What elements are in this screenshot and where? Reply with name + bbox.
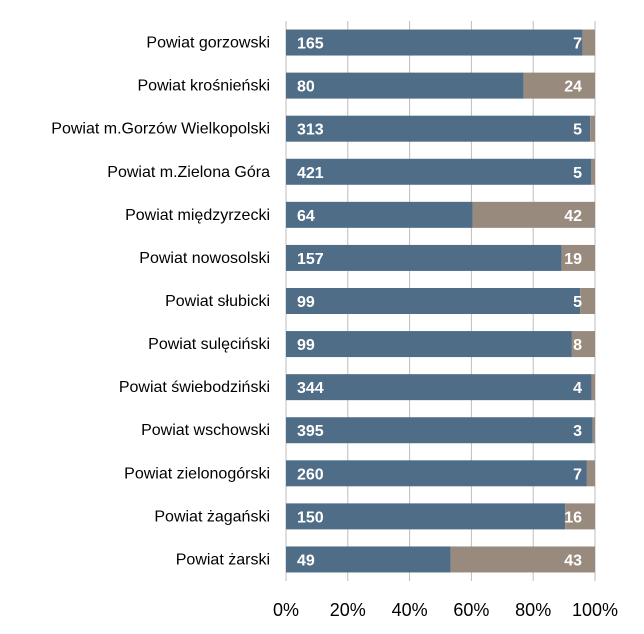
x-tick-label: 40% (392, 600, 428, 620)
category-label: Powiat sulęciński (148, 336, 270, 353)
category-label: Powiat m.Zielona Góra (107, 164, 270, 181)
bar-segment-series-1 (286, 29, 583, 56)
data-label: 42 (564, 208, 582, 225)
category-label: Powiat wschowski (141, 422, 270, 439)
bar-segment-series-2 (591, 374, 595, 401)
bar-segment-series-2 (591, 158, 595, 185)
data-label: 395 (297, 423, 324, 440)
bar-segment-series-2 (592, 417, 595, 444)
data-label: 150 (297, 509, 324, 526)
x-tick-label: 80% (515, 600, 551, 620)
x-tick-label: 60% (453, 600, 489, 620)
category-label: Powiat międzyrzecki (125, 207, 270, 224)
data-label: 157 (297, 251, 324, 268)
category-label: Powiat m.Gorzów Wielkopolski (51, 121, 270, 138)
bar-segment-series-1 (286, 546, 451, 573)
bar-segment-series-1 (286, 503, 566, 530)
data-label: 64 (297, 208, 315, 225)
category-label: Powiat krośnieński (138, 78, 271, 95)
x-axis-ticks: 0% 20% 40% 60% 80% 100% (273, 600, 618, 620)
bar-segment-series-1 (286, 331, 572, 358)
data-label: 5 (573, 165, 582, 182)
bar-segment-series-2 (590, 115, 595, 142)
bar-segment-series-1 (286, 374, 592, 401)
bar-segment-series-1 (286, 201, 473, 228)
data-label: 260 (297, 466, 324, 483)
data-label: 3 (573, 423, 582, 440)
category-label: Powiat nowosolski (139, 250, 270, 267)
category-label: Powiat gorzowski (146, 35, 270, 52)
data-label: 7 (573, 36, 582, 53)
data-label: 80 (297, 79, 315, 96)
data-label: 24 (564, 79, 582, 96)
bar-segment-series-1 (286, 244, 562, 271)
data-label: 4 (573, 380, 582, 397)
data-label: 16 (564, 509, 582, 526)
data-label: 165 (297, 36, 324, 53)
bar-segment-series-2 (565, 503, 595, 530)
bar-segment-series-1 (286, 115, 591, 142)
bar-segment-series-2 (571, 331, 595, 358)
data-label: 99 (297, 294, 315, 311)
data-label: 5 (573, 294, 582, 311)
data-label: 49 (297, 552, 315, 569)
category-labels: Powiat gorzowski Powiat krośnieński Powiat… (51, 35, 270, 569)
category-label: Powiat świebodziński (119, 379, 270, 396)
data-label: 19 (564, 251, 582, 268)
category-label: Powiat słubicki (165, 293, 270, 310)
data-label: 43 (564, 552, 582, 569)
data-label: 421 (297, 165, 324, 182)
bar-segment-series-2 (561, 244, 595, 271)
bar-segment-series-2 (580, 288, 595, 314)
category-label: Powiat żagański (154, 508, 270, 525)
category-label: Powiat zielonogórski (124, 465, 270, 482)
data-label: 8 (573, 337, 582, 354)
x-tick-label: 100% (572, 600, 618, 620)
x-tick-label: 20% (330, 600, 366, 620)
bar-segment-series-1 (286, 460, 587, 487)
bars: 165 7 80 24 313 5 421 5 64 42 157 19 99 5 99 8 344 4 395 3 2… (286, 29, 595, 573)
data-label: 344 (297, 380, 324, 397)
bar-segment-series-1 (286, 288, 581, 314)
bar-segment-series-2 (582, 29, 595, 56)
bar-segment-series-1 (286, 72, 524, 99)
bar-segment-series-2 (450, 546, 595, 573)
x-tick-label: 0% (273, 600, 299, 620)
data-label: 313 (297, 122, 324, 139)
bar-segment-series-1 (286, 158, 592, 185)
bar-segment-series-1 (286, 417, 593, 444)
data-label: 7 (573, 466, 582, 483)
category-label: Powiat żarski (176, 551, 270, 568)
data-label: 99 (297, 337, 315, 354)
data-label: 5 (573, 122, 582, 139)
bar-segment-series-2 (472, 201, 595, 228)
bar-segment-series-2 (523, 72, 595, 99)
bar-segment-series-2 (586, 460, 595, 487)
